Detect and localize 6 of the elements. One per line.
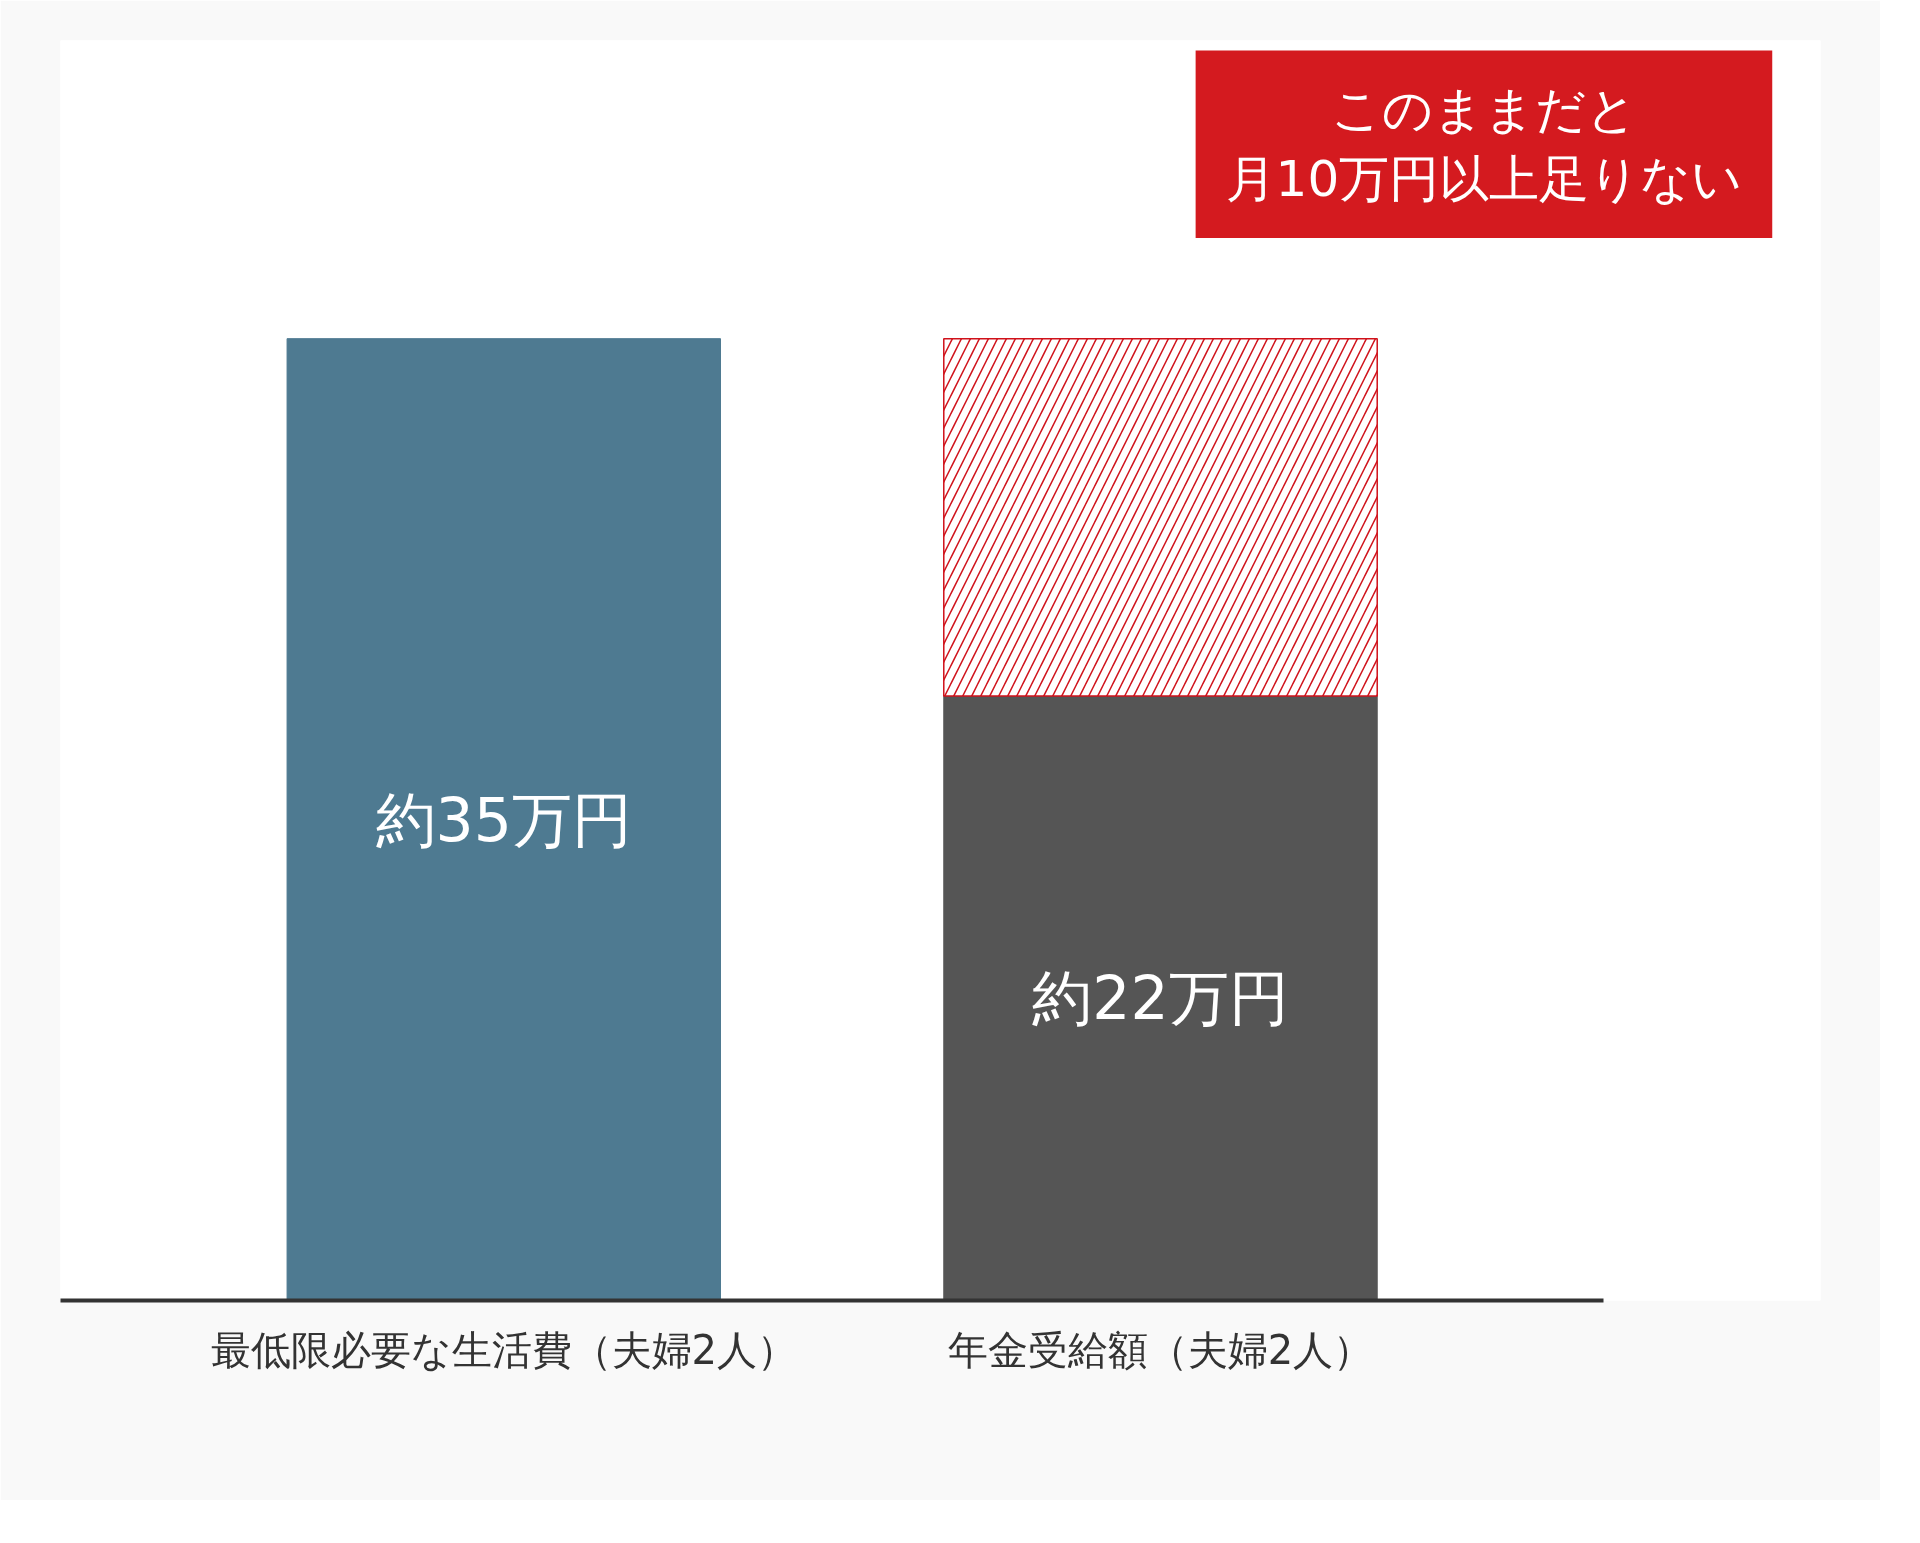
- data-label: 約35万円: [375, 784, 632, 855]
- x-tick-label: 最低限必要な生活費（夫婦2人）: [210, 1326, 798, 1373]
- text: 月10万円以上足りない: [1225, 150, 1743, 209]
- text: このままだと: [1330, 80, 1637, 139]
- x-tick-label: 年金受給額（夫婦2人）: [947, 1326, 1374, 1373]
- data-label: 約22万円: [1032, 963, 1289, 1034]
